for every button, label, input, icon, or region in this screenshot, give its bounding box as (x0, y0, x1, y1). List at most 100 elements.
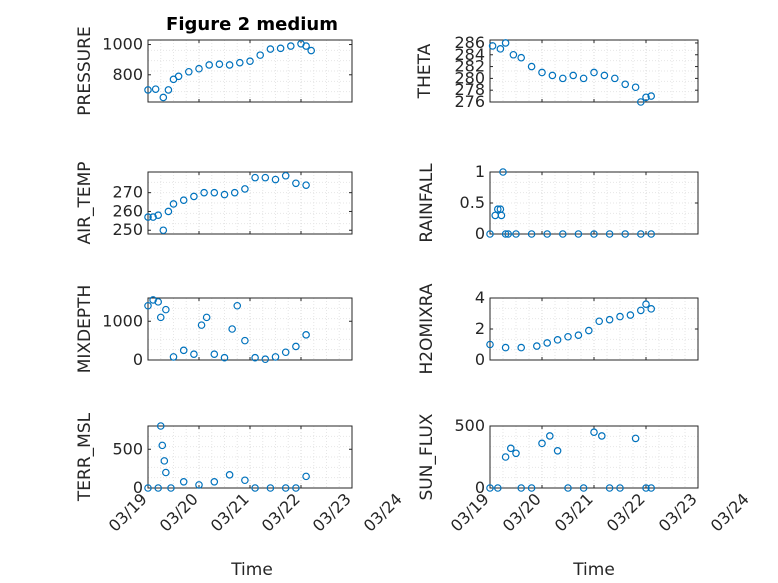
data-point (574, 230, 583, 238)
data-point (636, 306, 645, 315)
y-tick-label: 0.5 (460, 193, 485, 212)
data-point (486, 340, 494, 349)
data-point (579, 74, 588, 83)
data-point (302, 42, 310, 50)
data-point (169, 353, 178, 361)
data-point (574, 331, 583, 340)
x-axis-label-left: Time (230, 560, 273, 580)
data-point (605, 230, 614, 238)
y-axis-label: RAINFALL (417, 163, 437, 243)
data-point (647, 305, 656, 313)
data-point (281, 484, 290, 492)
x-tick-label: 03/22 (258, 489, 304, 535)
data-point (190, 192, 198, 201)
data-point (179, 477, 188, 486)
data-point (517, 484, 526, 492)
data-point (169, 200, 178, 208)
data-point (493, 484, 502, 492)
y-tick-label: 4 (475, 288, 485, 307)
data-point (636, 230, 645, 238)
data-point (642, 484, 650, 492)
data-point (151, 85, 160, 93)
data-point (225, 61, 234, 69)
data-point (610, 74, 619, 83)
data-point (631, 83, 640, 92)
data-point (647, 484, 656, 492)
data-point (154, 484, 163, 492)
data-point (220, 353, 229, 362)
data-point (558, 230, 567, 238)
data-point (499, 168, 507, 176)
data-point (174, 72, 183, 81)
data-point (590, 68, 598, 77)
data-point (210, 350, 219, 358)
data-point (553, 446, 562, 455)
x-axis-label-right: Time (572, 560, 615, 580)
subplot-terr-msl: 0 500 TERR_MSL 03/19 03/20 03/21 03/22 03/23 03/… (75, 412, 406, 535)
y-tick-label: 284 (454, 45, 485, 64)
data-point (302, 181, 310, 189)
y-tick-label: 270 (112, 183, 143, 202)
y-tick-label: 1 (475, 162, 485, 181)
data-point (595, 317, 604, 326)
x-tick-label: 03/19 (105, 489, 151, 535)
data-point (251, 484, 259, 492)
data-point (271, 353, 280, 361)
data-point (220, 190, 229, 199)
data-point (501, 453, 510, 461)
data-point (307, 46, 316, 55)
data-point (564, 332, 572, 341)
data-point (164, 86, 173, 94)
data-point (302, 472, 310, 481)
data-point (167, 484, 175, 492)
data-point (486, 484, 494, 492)
data-point (144, 213, 152, 221)
data-point (501, 39, 510, 47)
data-point (600, 71, 609, 80)
y-axis-label: AIR_TEMP (75, 162, 95, 245)
data-point (241, 336, 249, 345)
data-point (597, 432, 606, 440)
data-point (509, 50, 518, 59)
data-point (149, 296, 157, 304)
data-point (154, 298, 163, 306)
y-tick-label: 500 (112, 439, 143, 458)
y-tick-label: 2 (475, 319, 485, 338)
y-tick-label: 260 (112, 201, 143, 220)
data-point (504, 230, 513, 238)
data-point (179, 196, 188, 204)
data-point (590, 230, 598, 238)
x-tick-label: 03/24 (707, 489, 753, 535)
subplot-mixdepth: 0 1000 MIXDEPTH (75, 285, 353, 373)
data-point (626, 311, 635, 319)
data-point (271, 175, 280, 184)
y-axis-label: PRESSURE (75, 26, 95, 115)
data-point (616, 312, 624, 321)
data-point (584, 326, 593, 335)
data-point (621, 80, 630, 89)
data-point (162, 468, 170, 477)
data-point (144, 86, 152, 94)
y-tick-label: 282 (454, 57, 485, 76)
data-point (538, 439, 546, 448)
data-point (636, 98, 645, 106)
y-tick-label: 1000 (102, 311, 143, 330)
y-tick-label: 278 (454, 80, 485, 99)
data-point (266, 484, 275, 492)
data-point (553, 336, 562, 344)
data-point (144, 301, 152, 310)
x-tick-label: 03/23 (655, 489, 701, 535)
data-point (246, 57, 254, 65)
data-point (225, 471, 234, 479)
y-tick-label: 800 (112, 65, 143, 84)
subplot-h2omixra: 0 2 4 H2OMIXRA (417, 283, 699, 375)
x-tick-label: 03/24 (360, 489, 406, 535)
data-point (195, 64, 203, 73)
y-tick-label: 1000 (102, 35, 143, 54)
data-point (512, 230, 520, 238)
data-point (286, 42, 295, 50)
y-axis-label: TERR_MSL (75, 412, 95, 502)
y-axis-label: THETA (415, 43, 435, 99)
data-point (256, 51, 265, 59)
